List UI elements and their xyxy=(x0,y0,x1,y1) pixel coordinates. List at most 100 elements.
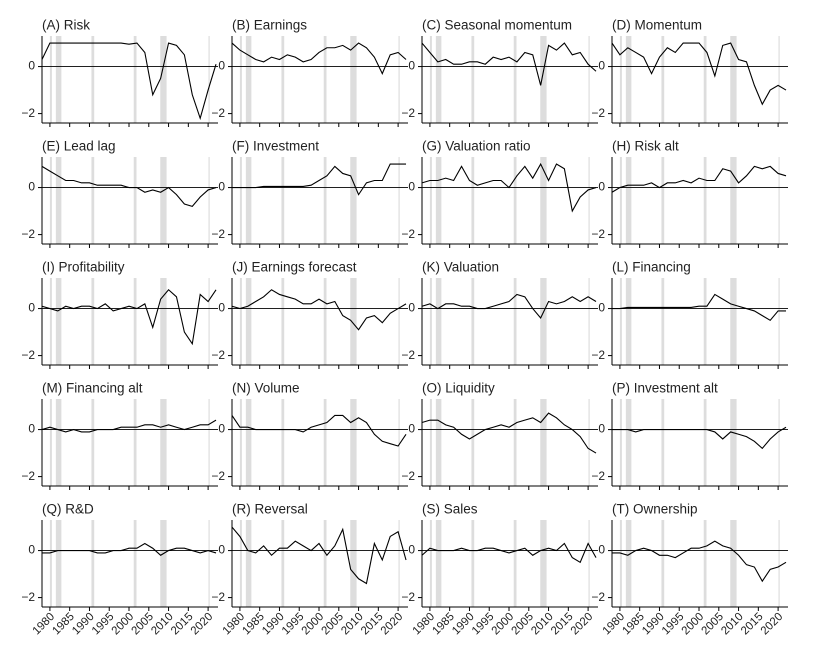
shaded-period xyxy=(133,399,137,486)
y-tick-label: −2 xyxy=(401,590,415,604)
shaded-period xyxy=(245,157,252,244)
shaded-period xyxy=(703,36,707,123)
shaded-period xyxy=(513,36,517,123)
shaded-period xyxy=(778,278,780,365)
shaded-period xyxy=(513,278,517,365)
shaded-period xyxy=(588,399,590,486)
series-line xyxy=(41,419,217,433)
shaded-period xyxy=(160,520,167,607)
y-tick-label: 0 xyxy=(598,59,605,73)
shaded-period xyxy=(49,520,52,607)
shaded-period xyxy=(513,399,517,486)
y-tick-label: −2 xyxy=(401,106,415,120)
x-tick-label: 1995 xyxy=(280,611,307,638)
panel-title: (L) Financing xyxy=(612,260,691,275)
shaded-period xyxy=(588,278,590,365)
series-line xyxy=(231,414,407,447)
shaded-period xyxy=(91,278,95,365)
shaded-period xyxy=(245,36,252,123)
shaded-period xyxy=(619,157,622,244)
y-tick-label: −2 xyxy=(591,106,605,120)
shaded-period xyxy=(588,157,590,244)
y-tick-label: 0 xyxy=(28,180,35,194)
series-line xyxy=(231,42,407,75)
y-tick-label: 0 xyxy=(28,543,35,557)
x-tick-label: 1995 xyxy=(470,611,497,638)
series-line xyxy=(42,542,217,556)
x-tick-label: 2010 xyxy=(149,611,176,638)
shaded-period xyxy=(703,520,707,607)
x-tick-label: 1990 xyxy=(640,611,667,638)
shaded-period xyxy=(208,278,210,365)
series-line xyxy=(612,293,787,322)
series-line xyxy=(41,165,217,208)
shaded-period xyxy=(239,399,242,486)
panel-title: (H) Risk alt xyxy=(612,139,679,154)
shaded-period xyxy=(133,157,137,244)
shaded-period xyxy=(730,157,737,244)
shaded-period xyxy=(429,157,432,244)
shaded-period xyxy=(730,278,737,365)
x-tick-label: 1980 xyxy=(411,611,438,638)
shaded-period xyxy=(778,157,780,244)
panel-title: (A) Risk xyxy=(42,18,90,33)
shaded-period xyxy=(625,36,632,123)
shaded-period xyxy=(208,36,210,123)
series-line xyxy=(612,426,787,450)
shaded-period xyxy=(208,399,210,486)
x-tick-label: 2015 xyxy=(549,611,576,638)
x-tick-label: 2000 xyxy=(490,611,517,638)
shaded-period xyxy=(619,278,622,365)
shaded-period xyxy=(471,278,475,365)
series-line xyxy=(421,542,597,564)
shaded-period xyxy=(245,278,252,365)
shaded-period xyxy=(133,278,137,365)
panel-title: (R) Reversal xyxy=(232,502,308,517)
shaded-period xyxy=(429,36,432,123)
shaded-period xyxy=(55,36,62,123)
x-tick-label: 2010 xyxy=(529,611,556,638)
shaded-period xyxy=(435,157,442,244)
shaded-period xyxy=(91,520,95,607)
shaded-period xyxy=(239,520,242,607)
shaded-period xyxy=(435,36,442,123)
shaded-period xyxy=(730,399,737,486)
shaded-period xyxy=(540,278,547,365)
x-tick-label: 2005 xyxy=(509,611,536,638)
x-tick-label: 1985 xyxy=(50,611,77,638)
panel-title: (M) Financing alt xyxy=(42,381,143,396)
shaded-period xyxy=(429,520,432,607)
y-tick-label: 0 xyxy=(218,422,225,436)
shaded-period xyxy=(133,520,137,607)
y-tick-label: −2 xyxy=(211,106,225,120)
x-tick-label: 1985 xyxy=(240,611,267,638)
shaded-period xyxy=(398,157,400,244)
panel-title: (F) Investment xyxy=(232,139,319,154)
x-tick-label: 1990 xyxy=(260,611,287,638)
y-tick-label: −2 xyxy=(211,348,225,362)
x-tick-label: 2015 xyxy=(169,611,196,638)
panel-title: (Q) R&D xyxy=(42,502,94,517)
shaded-period xyxy=(91,157,95,244)
series-line xyxy=(41,288,217,346)
y-tick-label: 0 xyxy=(408,59,415,73)
shaded-period xyxy=(471,520,475,607)
y-tick-label: −2 xyxy=(21,590,35,604)
y-tick-label: 0 xyxy=(598,180,605,194)
y-tick-label: 0 xyxy=(28,422,35,436)
shaded-period xyxy=(661,157,665,244)
shaded-period xyxy=(239,36,242,123)
shaded-period xyxy=(239,278,242,365)
shaded-period xyxy=(429,278,432,365)
shaded-period xyxy=(55,157,62,244)
panel-title: (C) Seasonal momentum xyxy=(422,18,572,33)
x-tick-label: 2010 xyxy=(339,611,366,638)
y-tick-label: 0 xyxy=(218,180,225,194)
x-tick-label: 1980 xyxy=(601,611,628,638)
shaded-period xyxy=(619,399,622,486)
shaded-period xyxy=(619,520,622,607)
shaded-period xyxy=(323,36,327,123)
shaded-period xyxy=(540,399,547,486)
x-tick-label: 2020 xyxy=(569,611,596,638)
